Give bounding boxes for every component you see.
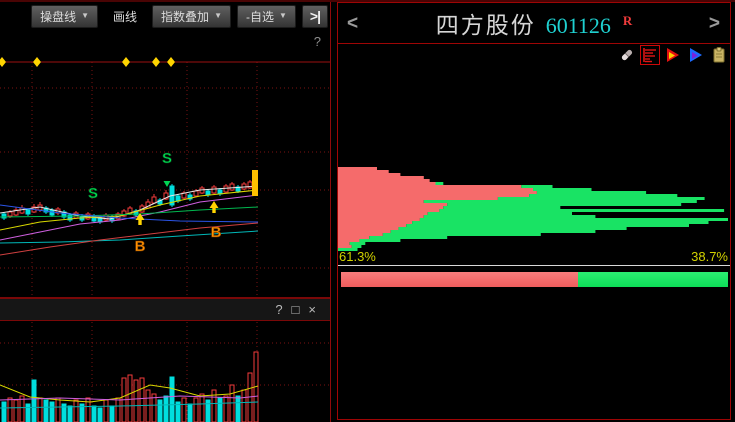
loss-ratio-segment <box>578 272 728 287</box>
chart-help-button[interactable]: ? <box>313 34 321 49</box>
chevron-down-icon: ▼ <box>278 11 287 20</box>
stock-panel-border <box>337 2 731 420</box>
draw-line-label: 画线 <box>113 9 138 24</box>
left-chart-panel: S S B B 操盘线 ▼ 画线 指数叠加 ▼ -自选 ▼ >| ? ? <box>0 0 331 422</box>
volume-subwindow-titlebar: ? □ × <box>0 297 330 321</box>
collapse-icon: >| <box>309 8 321 24</box>
chevron-down-icon: ▼ <box>214 11 222 20</box>
stock-title: 四方股份 601126 R <box>436 6 633 40</box>
profit-percentage: 61.3% <box>339 249 376 264</box>
stock-name: 四方股份 <box>435 12 536 38</box>
collapse-panel-button[interactable]: >| <box>301 4 328 28</box>
chevron-down-icon: ▼ <box>81 11 90 20</box>
index-overlay-label: 指数叠加 <box>161 9 210 24</box>
prev-stock-button[interactable]: < <box>347 13 359 34</box>
clipboard-icon[interactable] <box>710 46 728 64</box>
remove-watchlist-dropdown[interactable]: -自选 ▼ <box>236 4 296 28</box>
panel-divider <box>330 0 331 422</box>
stock-code: 601126 <box>545 13 611 38</box>
subwindow-help-button[interactable]: ? <box>275 302 283 317</box>
stock-detail-panel: < 四方股份 601126 R > <box>333 0 735 422</box>
eraser-icon[interactable] <box>618 46 636 64</box>
price-axis-line <box>338 265 730 266</box>
trend-line-dropdown[interactable]: 操盘线 ▼ <box>31 4 99 28</box>
blue-flag-icon[interactable] <box>687 46 705 64</box>
profit-loss-ratio-bar <box>341 272 728 287</box>
svg-text:B: B <box>135 238 146 255</box>
chip-percentages: 61.3% 38.7% <box>339 250 728 264</box>
margin-trading-flag: R <box>622 13 633 28</box>
trend-line-label: 操盘线 <box>40 9 77 24</box>
chart-toolbar: 操盘线 ▼ 画线 指数叠加 ▼ -自选 ▼ >| <box>0 4 328 28</box>
chip-toolbar <box>618 45 728 65</box>
svg-text:S: S <box>162 150 172 167</box>
next-stock-button[interactable]: > <box>708 13 720 34</box>
subwindow-restore-button[interactable]: □ <box>291 302 300 317</box>
svg-text:B: B <box>211 224 222 241</box>
chip-distribution-chart[interactable] <box>338 165 731 255</box>
chip-distribution-icon[interactable] <box>640 45 660 65</box>
window-top-border <box>0 0 735 2</box>
draw-line-button[interactable]: 画线 <box>104 5 146 28</box>
main-candlestick-and-volume-chart[interactable]: S S B B <box>0 0 331 422</box>
profit-ratio-segment <box>341 272 579 287</box>
index-overlay-dropdown[interactable]: 指数叠加 ▼ <box>152 4 231 28</box>
loss-percentage: 38.7% <box>691 249 728 264</box>
svg-text:S: S <box>88 185 98 202</box>
subwindow-close-button[interactable]: × <box>308 302 316 317</box>
remove-watchlist-label: -自选 <box>245 9 274 24</box>
red-flag-icon[interactable] <box>664 46 682 64</box>
stock-header: < 四方股份 601126 R > <box>338 3 730 44</box>
